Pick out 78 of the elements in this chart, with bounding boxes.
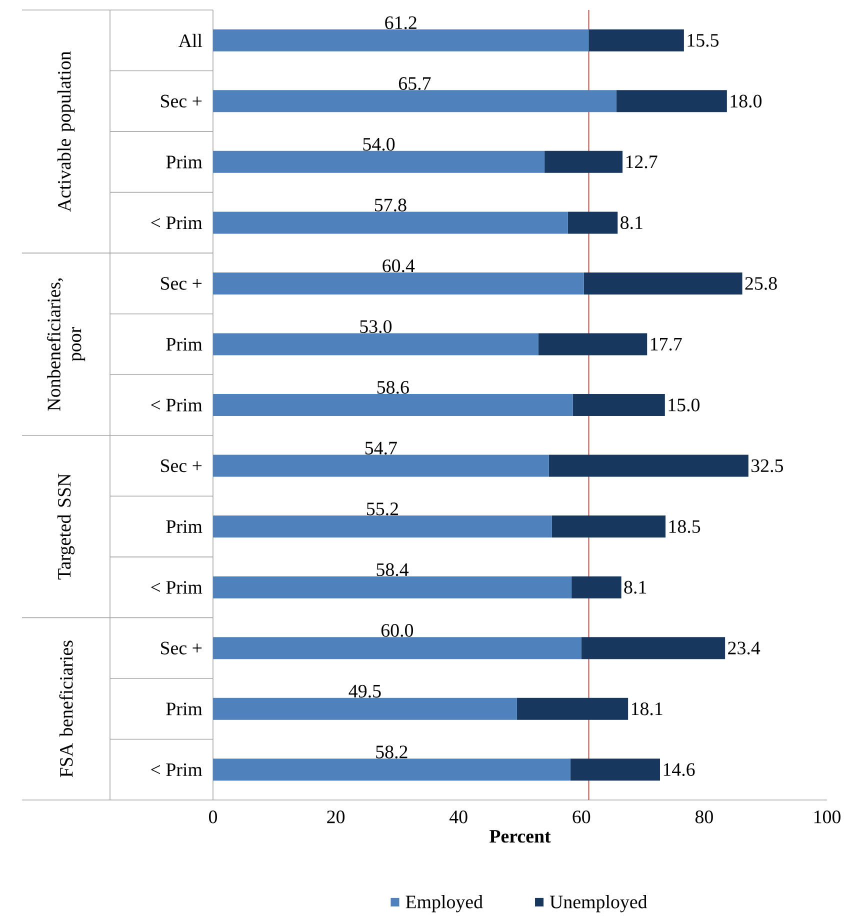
y-tick-label: < Prim [151,216,202,229]
bar [581,637,726,660]
y-tick-label: Sec + [161,459,202,472]
data-label: 18.5 [669,520,700,533]
bar [538,333,648,356]
y-tick-label: Prim [166,338,202,351]
data-label: 58.2 [376,746,408,758]
bar [584,272,742,294]
bar [552,516,666,538]
legend-label: Unemployed [550,895,648,912]
bar [213,150,545,173]
data-label: 49.5 [348,684,381,698]
text: Activable population [57,51,75,212]
x-tick-label: 100 [814,810,840,824]
bar [570,758,660,781]
data-label: 54.0 [363,138,395,151]
data-label: 18.0 [730,94,762,108]
y-tick-label: Sec + [161,94,202,108]
data-label: 53.0 [360,320,392,334]
bar [213,637,582,660]
x-tick-label: 60 [572,810,590,824]
legend-label: Employed [406,895,483,912]
x-tick-label: 40 [450,810,468,824]
data-label: 15.0 [668,398,700,412]
data-label: 60.0 [381,624,414,637]
x-axis-title: Percent [490,830,551,843]
bar [213,212,568,234]
bar [213,698,517,720]
bar [213,454,549,477]
data-label: 15.5 [688,34,719,47]
bar [588,29,684,52]
bar [213,90,616,112]
text: FSA beneficiaries [59,640,73,778]
data-label: 32.5 [752,459,783,472]
data-label: 8.1 [620,216,642,230]
y-tick-label: < Prim [151,763,202,776]
bar [213,333,538,356]
x-tick-label: 0 [208,810,218,824]
bar [616,90,727,112]
bar [213,758,570,781]
y-tick-label: Prim [166,520,202,533]
data-label: 58.4 [376,563,409,576]
bar [213,394,573,416]
bar [213,29,589,52]
data-label: 25.8 [745,277,777,290]
data-label: 60.4 [382,259,415,272]
x-tick-label: 80 [695,810,713,824]
y-tick-label: All [178,34,202,47]
data-label: 61.2 [385,16,416,30]
y-tick-label: < Prim [151,398,202,412]
y-tick-label: Sec + [161,642,202,654]
data-label: 12.7 [626,156,658,168]
data-label: 17.7 [650,338,682,351]
data-label: 55.2 [367,502,398,516]
bar [568,212,618,234]
data-label: 54.7 [365,442,397,455]
bar [572,576,622,598]
text: Nonbeneficiaries, poor [46,278,86,411]
bar [213,272,584,294]
y-tick-label: Prim [166,156,202,168]
data-label: 23.4 [728,642,760,654]
text: Targeted SSN [57,474,75,580]
x-tick-label: 20 [327,810,345,824]
bar [548,454,748,477]
data-label: 58.6 [377,380,409,394]
data-label: 57.8 [374,198,406,212]
y-tick-label: < Prim [151,581,202,594]
bar [544,150,623,173]
y-tick-label: Sec + [161,277,202,290]
bar [572,394,665,416]
bar [213,516,552,538]
data-label: 65.7 [398,77,431,90]
y-tick-label: Prim [166,702,202,716]
data-label: 8.1 [624,580,646,594]
data-label: 18.1 [632,702,662,716]
bar [516,698,628,720]
data-label: 14.6 [664,763,695,776]
bar [213,576,572,598]
